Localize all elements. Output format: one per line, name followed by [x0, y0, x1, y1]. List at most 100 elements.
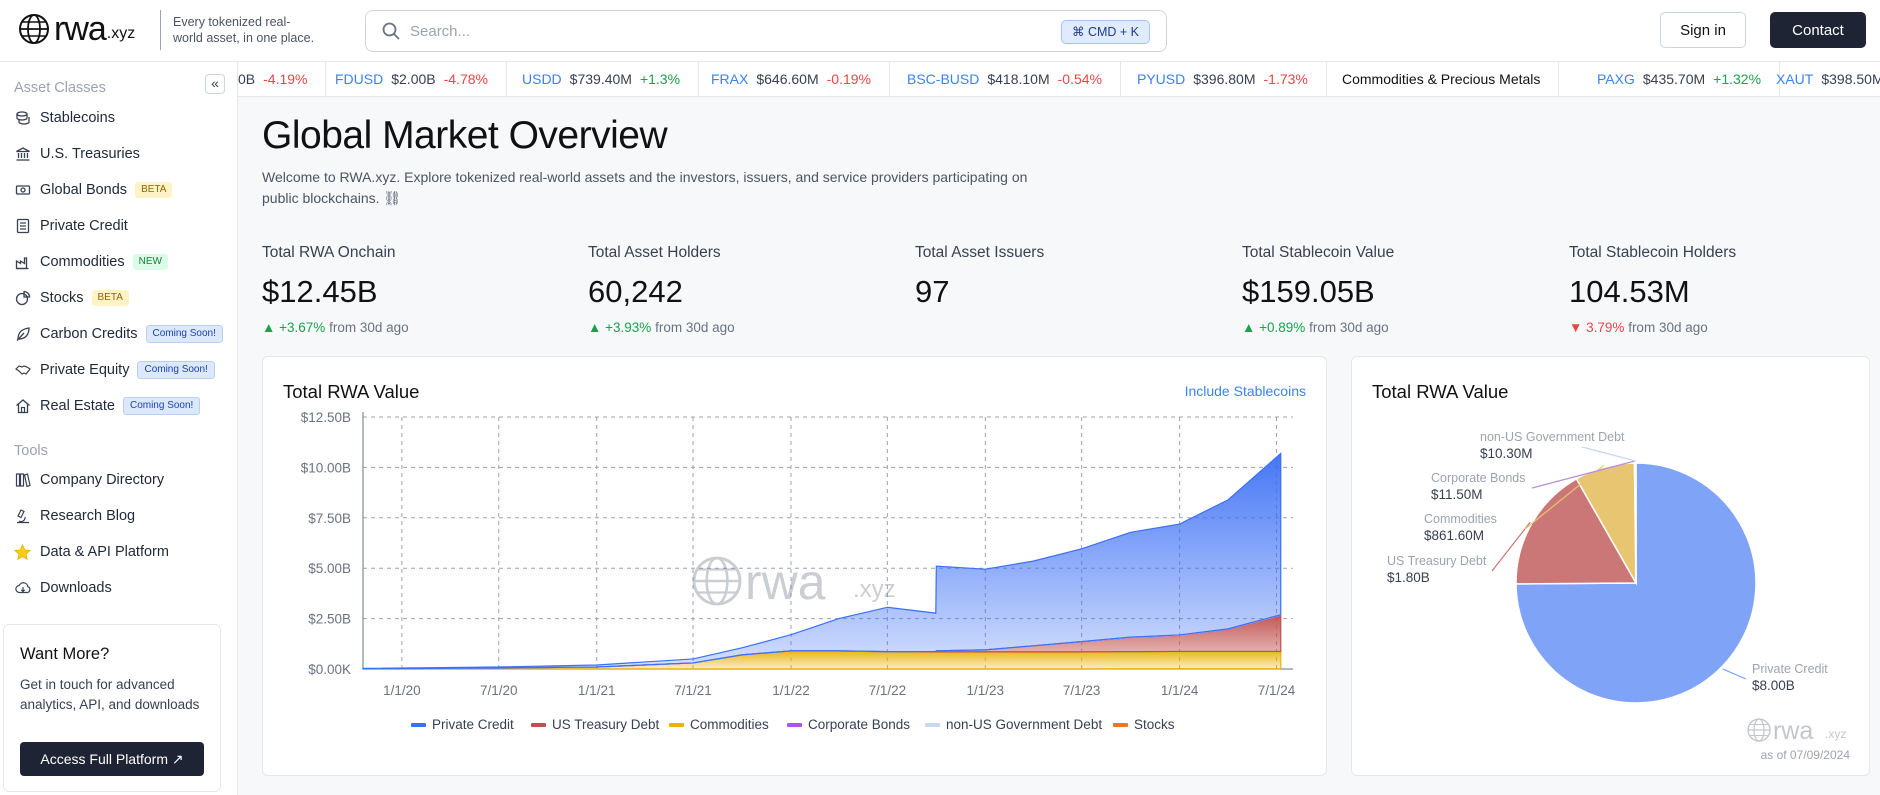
stat-change-period: from 30d ago	[1628, 320, 1708, 335]
y-tick-label: $7.50B	[308, 511, 351, 526]
legend-item[interactable]: Stocks	[1113, 717, 1175, 732]
sidebar-item-company-directory[interactable]: Company Directory	[14, 468, 164, 492]
ticker-symbol[interactable]: XAUT	[1776, 71, 1814, 87]
ticker-symbol[interactable]: PYUSD	[1137, 71, 1186, 87]
ticker-change: +1.32%	[1713, 71, 1762, 87]
coming-soon-badge: Coming Soon!	[137, 361, 215, 379]
legend-swatch	[1113, 723, 1128, 727]
area-series-private-credit[interactable]	[362, 452, 1282, 670]
ticker-value: $2.00B	[391, 71, 436, 87]
sidebar-item-data-api-platform[interactable]: Data & API Platform	[14, 540, 169, 564]
stat-change: ▲ +0.89% from 30d ago	[1242, 320, 1394, 335]
legend-label: Private Credit	[432, 717, 514, 732]
sidebar-item-stablecoins[interactable]: Stablecoins	[14, 106, 115, 130]
pie-label-value: $11.50M	[1431, 487, 1483, 502]
coins-icon	[14, 110, 31, 127]
stat-total-asset-holders: Total Asset Holders 60,242 ▲ +3.93% from…	[588, 244, 735, 335]
logo-text: rwa	[54, 10, 107, 48]
contact-button[interactable]: Contact	[1770, 12, 1866, 48]
stat-value: 104.53M	[1569, 274, 1690, 309]
stat-change: ▼ 3.79% from 30d ago	[1569, 320, 1736, 335]
ticker-item[interactable]: FRAX $646.60M -0.19%	[693, 62, 890, 96]
ticker-item[interactable]: FDUSD $2.00B -4.78%	[317, 62, 507, 96]
ticker-symbol[interactable]: PAXG	[1597, 71, 1635, 87]
ticker-item[interactable]: USDD $739.40M +1.3%	[504, 62, 700, 96]
ticker-item[interactable]: 0B -4.19%	[238, 62, 327, 96]
bank-icon	[14, 146, 31, 163]
sidebar-item-private-equity[interactable]: Private Equity Coming Soon!	[14, 358, 215, 382]
legend-item[interactable]: Commodities	[669, 717, 769, 732]
chart-title: Total RWA Value	[1372, 381, 1509, 402]
search-box[interactable]: ⌘ CMD + K	[365, 10, 1167, 52]
sidebar-item-label: Data & API Platform	[40, 544, 169, 560]
stat-change-period: from 30d ago	[329, 320, 409, 335]
logo[interactable]: rwa .xyz	[18, 12, 135, 46]
legend-item[interactable]: US Treasury Debt	[531, 717, 660, 732]
sidebar-item-private-credit[interactable]: Private Credit	[14, 214, 128, 238]
legend-item[interactable]: Corporate Bonds	[787, 717, 910, 732]
ticker-symbol[interactable]: FRAX	[711, 71, 749, 87]
pie-leader-line	[1491, 521, 1531, 572]
triangle-up-icon: ▲	[1242, 320, 1256, 335]
ticker-value: $739.40M	[569, 71, 632, 87]
promo-title: Want More?	[20, 645, 110, 663]
sidebar-item-commodities[interactable]: Commodities NEW	[14, 250, 168, 274]
legend-swatch	[787, 723, 802, 727]
ticker-item[interactable]: PAXG $435.70M +1.32%	[1579, 62, 1781, 96]
ticker-item[interactable]: XAUT $398.50M	[1758, 62, 1880, 96]
stat-total-rwa-onchain: Total RWA Onchain $12.45B ▲ +3.67% from …	[262, 244, 409, 335]
stat-change-value: +3.67%	[279, 320, 326, 335]
pie-chart-icon	[14, 290, 31, 307]
sidebar-item-research-blog[interactable]: Research Blog	[14, 504, 135, 528]
stat-label: Total Stablecoin Holders	[1569, 244, 1737, 261]
pie-leader-line	[1581, 446, 1636, 462]
sidebar-item-global-bonds[interactable]: Global Bonds BETA	[14, 178, 173, 202]
collapse-sidebar-button[interactable]: «	[205, 74, 225, 94]
page-description: Welcome to RWA.xyz. Explore tokenized re…	[262, 169, 1028, 206]
sign-in-button[interactable]: Sign in	[1660, 12, 1746, 48]
ticker-value: $435.70M	[1642, 71, 1706, 87]
search-input[interactable]	[410, 20, 970, 42]
sidebar-item-carbon-credits[interactable]: Carbon Credits Coming Soon!	[14, 322, 223, 346]
stat-total-asset-issuers: Total Asset Issuers 97	[915, 244, 1044, 310]
sidebar-item-label: Research Blog	[40, 508, 136, 524]
legend-swatch	[925, 723, 940, 727]
ticker-value: $396.80M	[1193, 71, 1256, 87]
new-badge: NEW	[132, 254, 168, 270]
legend-item[interactable]: non-US Government Debt	[925, 717, 1102, 732]
ticker-value: 0B	[238, 71, 256, 87]
pie-slice-non-us-government-debt[interactable]	[1634, 462, 1637, 584]
ticker-symbol[interactable]: FDUSD	[335, 71, 384, 87]
pie-slice-private-credit[interactable]	[1515, 462, 1757, 704]
sidebar-item-downloads[interactable]: Downloads	[14, 576, 112, 600]
legend-item[interactable]: Private Credit	[411, 717, 514, 732]
watermark-text: rwa	[1773, 717, 1813, 745]
microscope-icon	[14, 508, 31, 525]
ticker-symbol[interactable]: USDD	[522, 71, 562, 87]
promo-text: Get in touch for advanced analytics, API…	[20, 677, 200, 712]
books-icon	[14, 472, 31, 489]
sidebar-item-real-estate[interactable]: Real Estate Coming Soon!	[14, 394, 201, 418]
pie-label-value: $861.60M	[1424, 528, 1484, 543]
ticker-change: -0.19%	[826, 71, 871, 87]
ticker-symbol[interactable]: BSC-BUSD	[907, 71, 980, 87]
ticker-change: +1.3%	[639, 71, 681, 87]
pie-label-name: Private Credit	[1752, 662, 1828, 676]
sidebar-item-us-treasuries[interactable]: U.S. Treasuries	[14, 142, 140, 166]
x-tick-label: 1/1/22	[772, 683, 810, 698]
x-tick-label: 7/1/22	[869, 683, 907, 698]
ticker-item[interactable]: BSC-BUSD $418.10M -0.54%	[889, 62, 1121, 96]
sidebar-item-stocks[interactable]: Stocks BETA	[14, 286, 129, 310]
stat-change-value: +0.89%	[1259, 320, 1306, 335]
sidebar-item-label: Commodities	[40, 254, 125, 270]
sidebar-item-label: Global Bonds	[40, 182, 128, 198]
chart-watermark: rwa .xyz	[1747, 717, 1846, 745]
x-tick-label: 1/1/20	[383, 683, 421, 698]
access-full-platform-button[interactable]: Access Full Platform ↗	[20, 742, 204, 776]
area-series-commodities[interactable]	[362, 650, 1282, 670]
pie-label-value: $10.30M	[1480, 446, 1533, 461]
legend-swatch	[531, 723, 546, 727]
ticker-item[interactable]: PYUSD $396.80M -1.73%	[1119, 62, 1327, 96]
include-stablecoins-toggle[interactable]: Include Stablecoins	[1184, 383, 1306, 399]
y-tick-label: $10.00B	[301, 460, 351, 475]
